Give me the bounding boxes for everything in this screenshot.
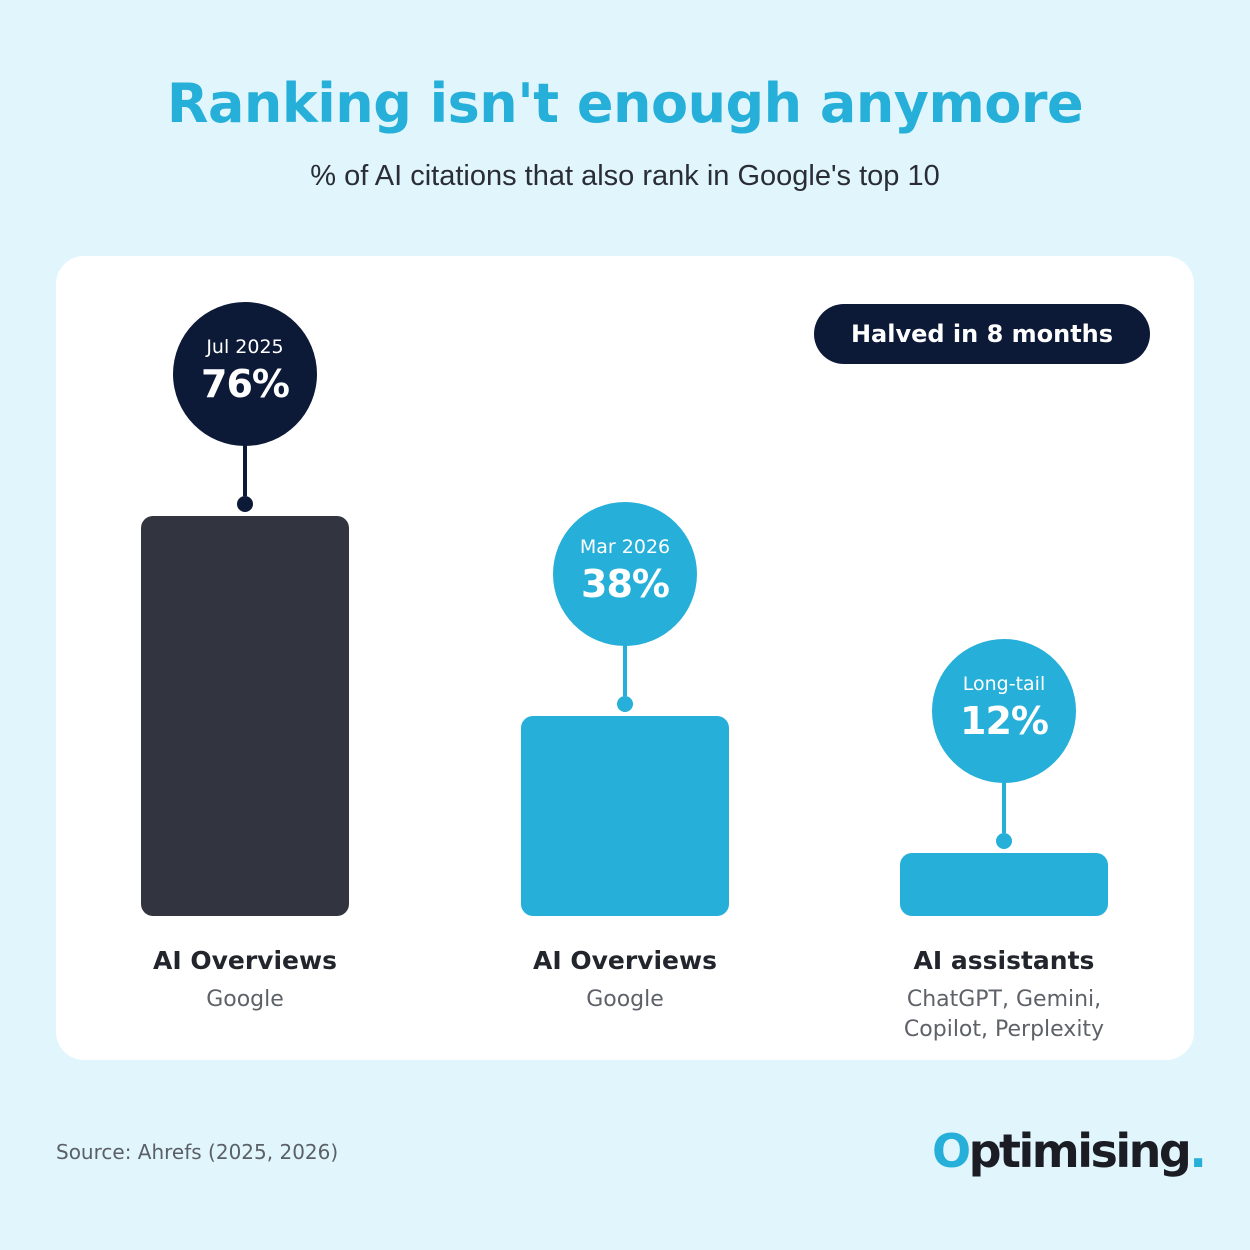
data-label: 38% [581,562,670,606]
category-label: AI assistants [913,946,1095,975]
category-label: AI Overviews [533,946,717,975]
chart-title: Ranking isn't enough anymore [166,72,1084,135]
category-sublabel-line: Copilot, Perplexity [903,1017,1105,1042]
halved-badge-label: Halved in 8 months [850,320,1114,348]
category-sublabel-line: ChatGPT, Gemini, [906,987,1102,1012]
optimising-logo: Optimising. [932,1120,1207,1190]
category-sublabel: Google [475,985,775,1015]
value-bubble-2: Mar 2026 38% [553,502,697,646]
bar-3 [900,853,1108,916]
bar-1 [141,516,349,916]
category-sublabel-line: Google [206,987,284,1012]
data-label: 12% [960,699,1049,743]
category-label: AI Overviews [153,946,337,975]
logo-dot: . [1189,1124,1206,1178]
bar-2 [521,716,729,916]
period-label: Long-tail [962,673,1046,695]
period-label: Mar 2026 [579,536,671,558]
logo-wordmark: ptimising [968,1124,1192,1178]
period-label: Jul 2025 [206,336,284,358]
category-sublabel: ChatGPT, Gemini, Copilot, Perplexity [854,985,1154,1045]
logo-letter-o: O [932,1124,971,1178]
halved-badge: Halved in 8 months [814,304,1150,364]
bubble-stem-1 [243,444,247,496]
value-bubble-3: Long-tail 12% [932,639,1076,783]
bubble-stem-3 [1002,781,1006,833]
data-label: 76% [201,362,290,406]
bar-marker-dot-2 [617,696,633,712]
value-bubble-1: Jul 2025 76% [173,302,317,446]
bar-marker-dot-3 [996,833,1012,849]
category-sublabel-line: Google [586,987,664,1012]
chart-subtitle: % of AI citations that also rank in Goog… [310,160,940,192]
source-note: Source: Ahrefs (2025, 2026) [56,1140,339,1164]
category-sublabel: Google [95,985,395,1015]
bubble-stem-2 [623,644,627,696]
bar-marker-dot-1 [237,496,253,512]
